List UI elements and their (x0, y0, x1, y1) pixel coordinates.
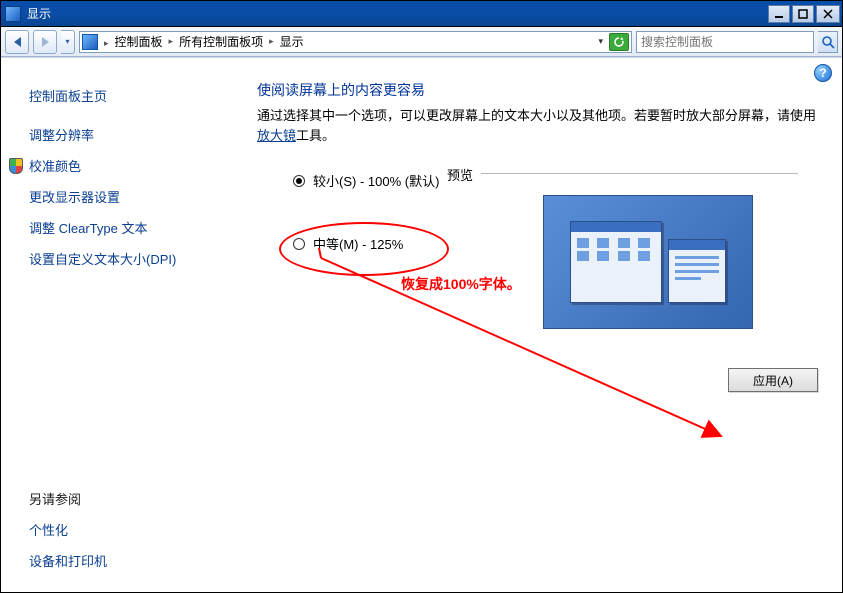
window-title: 显示 (27, 5, 51, 22)
preview-divider (481, 173, 798, 174)
see-also-heading: 另请参阅 (29, 489, 233, 508)
window-frame: 显示 ▾ ▸ 控制面板 ▸ 所有控制面板项 ▸ 显示 ▾ (0, 0, 843, 593)
window-controls (768, 5, 840, 23)
refresh-button[interactable] (609, 33, 629, 51)
address-dropdown[interactable]: ▾ (594, 36, 607, 47)
app-icon (5, 6, 21, 22)
close-button[interactable] (816, 5, 840, 23)
preview-window-large (570, 221, 662, 303)
address-bar[interactable]: ▸ 控制面板 ▸ 所有控制面板项 ▸ 显示 ▾ (79, 31, 632, 53)
description-text-post: 工具。 (296, 128, 335, 143)
minimize-button[interactable] (768, 5, 790, 23)
nav-toolbar: ▾ ▸ 控制面板 ▸ 所有控制面板项 ▸ 显示 ▾ (1, 27, 842, 57)
sidebar-link-resolution[interactable]: 调整分辨率 (29, 125, 233, 144)
shield-icon (9, 158, 23, 174)
preview-window-small (668, 239, 726, 303)
history-dropdown[interactable]: ▾ (61, 30, 75, 54)
breadcrumb-item[interactable]: 所有控制面板项 (179, 33, 263, 50)
apply-button[interactable]: 应用(A) (728, 368, 818, 392)
breadcrumb-item[interactable]: 控制面板 (115, 33, 163, 50)
see-also-devices-printers[interactable]: 设备和打印机 (29, 551, 233, 570)
forward-button[interactable] (33, 30, 57, 54)
search-input[interactable] (639, 34, 811, 50)
see-also-personalization[interactable]: 个性化 (29, 520, 233, 539)
radio-icon (293, 238, 305, 250)
page-description: 通过选择其中一个选项，可以更改屏幕上的文本大小以及其他项。若要暂时放大部分屏幕，… (257, 106, 818, 145)
description-text: 通过选择其中一个选项，可以更改屏幕上的文本大小以及其他项。若要暂时放大部分屏幕，… (257, 108, 816, 123)
back-button[interactable] (5, 30, 29, 54)
sidebar-link-label: 校准颜色 (29, 156, 81, 175)
location-icon (82, 34, 98, 50)
titlebar: 显示 (1, 1, 842, 27)
sidebar: 控制面板主页 调整分辨率 校准颜色 更改显示器设置 调整 ClearType 文… (1, 58, 251, 592)
sidebar-link-dpi[interactable]: 设置自定义文本大小(DPI) (29, 249, 233, 268)
sidebar-link-display-settings[interactable]: 更改显示器设置 (29, 187, 233, 206)
search-button[interactable] (818, 31, 838, 53)
sidebar-link-calibrate[interactable]: 校准颜色 (29, 156, 233, 175)
preview-label: 预览 (443, 165, 477, 184)
sidebar-home-link[interactable]: 控制面板主页 (29, 86, 233, 105)
breadcrumb-sep: ▸ (269, 36, 274, 47)
preview-thumbnail (543, 195, 753, 329)
content-area: ? 控制面板主页 调整分辨率 校准颜色 更改显示器设置 调整 ClearType… (1, 57, 842, 592)
page-heading: 使阅读屏幕上的内容更容易 (257, 80, 818, 100)
main-panel: 使阅读屏幕上的内容更容易 通过选择其中一个选项，可以更改屏幕上的文本大小以及其他… (251, 58, 842, 592)
sidebar-link-cleartype[interactable]: 调整 ClearType 文本 (29, 218, 233, 237)
breadcrumb-item[interactable]: 显示 (280, 33, 304, 50)
breadcrumb[interactable]: ▸ (102, 35, 111, 49)
search-box[interactable] (636, 31, 814, 53)
radio-label: 中等(M) - 125% (313, 234, 403, 253)
magnifier-link[interactable]: 放大镜 (257, 128, 296, 143)
radio-label: 较小(S) - 100% (默认) (313, 171, 439, 190)
radio-icon (293, 175, 305, 187)
scale-options: 预览 较小(S) - 100% (默认) 中等(M) - 125% (257, 171, 818, 253)
maximize-button[interactable] (792, 5, 814, 23)
breadcrumb-sep: ▸ (169, 36, 174, 47)
